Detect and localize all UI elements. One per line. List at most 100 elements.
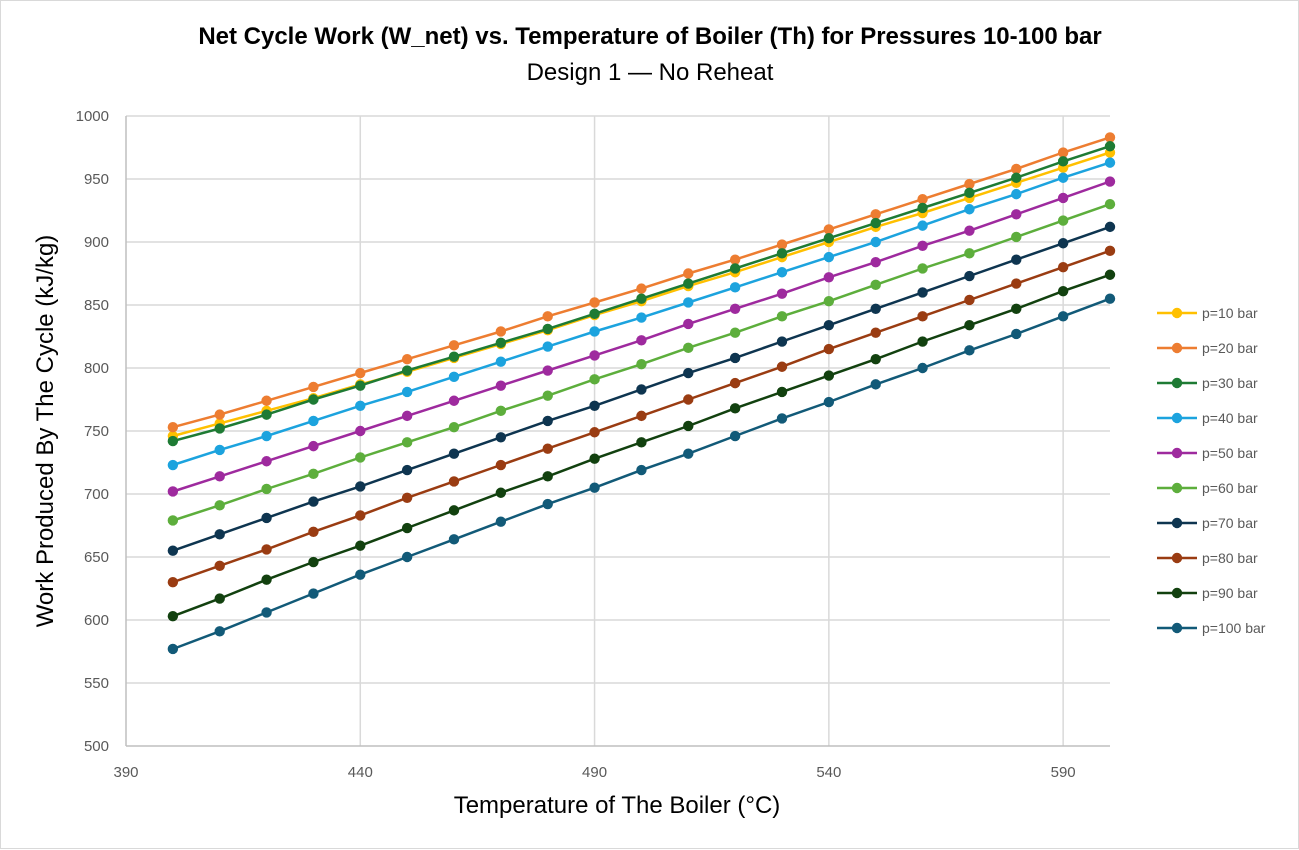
data-point (401, 386, 413, 398)
legend-item: p=40 bar (1157, 410, 1258, 426)
data-point (308, 415, 319, 427)
legend-marker (1171, 517, 1183, 529)
legend-item: p=50 bar (1157, 445, 1258, 461)
data-point (1057, 156, 1069, 167)
series-p-80-bar (167, 245, 1116, 588)
x-tick-label: 390 (113, 764, 138, 781)
data-point (401, 437, 413, 448)
data-point (589, 427, 600, 438)
data-point (542, 443, 553, 454)
data-point (1011, 278, 1022, 289)
data-point (776, 288, 788, 299)
legend-item: p=70 bar (1157, 515, 1258, 531)
data-point (776, 386, 788, 398)
data-point (1011, 163, 1022, 175)
data-point (495, 405, 507, 417)
data-point (1057, 262, 1069, 273)
data-point (683, 448, 694, 459)
data-point (729, 254, 741, 265)
series-p-100-bar (167, 293, 1116, 655)
data-point (214, 529, 225, 540)
data-point (823, 272, 835, 283)
data-point (448, 448, 460, 459)
data-point (683, 394, 694, 405)
data-point (1057, 285, 1069, 297)
data-point (1104, 221, 1116, 233)
data-point (776, 311, 788, 322)
legend-marker (1171, 307, 1183, 319)
legend-label: p=70 bar (1202, 515, 1258, 531)
data-point (683, 297, 694, 308)
data-point (167, 459, 179, 471)
data-point (870, 279, 881, 291)
data-point (261, 395, 272, 406)
data-point (261, 430, 272, 442)
gridlines (125, 115, 1110, 747)
data-point (448, 395, 460, 406)
data-point (401, 522, 413, 534)
data-point (495, 356, 507, 367)
data-point (261, 409, 272, 420)
data-point (308, 394, 319, 405)
data-point (729, 430, 741, 442)
data-point (917, 240, 928, 251)
data-point (683, 342, 694, 354)
series-p-90-bar (167, 269, 1116, 622)
data-point (542, 498, 553, 510)
y-tick-label: 850 (84, 297, 109, 314)
legend-label: p=100 bar (1202, 620, 1266, 636)
legend-item: p=10 bar (1157, 305, 1258, 321)
data-point (1011, 303, 1022, 314)
data-point (542, 365, 553, 376)
data-point (823, 224, 835, 235)
data-point (683, 420, 694, 432)
data-point (308, 556, 319, 568)
data-point (823, 319, 835, 331)
data-point (729, 327, 741, 338)
data-point (636, 464, 647, 476)
legend-marker (1171, 377, 1183, 389)
data-point (448, 340, 460, 351)
data-point (964, 319, 975, 331)
data-point (214, 409, 225, 420)
data-point (355, 510, 366, 521)
data-point (1104, 199, 1116, 210)
data-point (636, 384, 647, 395)
y-tick-label: 950 (84, 171, 109, 188)
legend-marker (1171, 552, 1183, 564)
data-point (823, 251, 835, 263)
data-point (167, 515, 179, 526)
data-point (776, 336, 788, 347)
data-point (214, 626, 225, 637)
chart-subtitle: Design 1 — No Reheat (527, 59, 774, 86)
data-point (167, 422, 179, 433)
data-point (495, 380, 507, 391)
data-point (823, 296, 835, 307)
data-point (964, 204, 975, 215)
data-point (355, 452, 366, 463)
axis-ticks: 500 550 600 650 700 750 800 850 900 950 1000 390 440… (76, 108, 1076, 781)
data-point (448, 422, 460, 433)
legend-marker (1171, 447, 1183, 459)
data-point (495, 459, 507, 471)
data-point (542, 415, 553, 427)
y-tick-label: 1000 (76, 108, 109, 125)
data-point (636, 312, 647, 323)
data-point (964, 248, 975, 259)
data-point (1057, 238, 1069, 249)
data-point (448, 351, 460, 362)
series-p-60-bar (167, 199, 1116, 526)
data-point (964, 270, 975, 282)
data-point (355, 540, 366, 551)
data-point (729, 377, 741, 389)
data-point (589, 326, 600, 337)
data-point (542, 341, 553, 352)
x-tick-label: 540 (816, 764, 841, 781)
data-point (776, 239, 788, 250)
data-point (870, 303, 881, 314)
data-point (870, 236, 881, 248)
data-point (401, 353, 413, 365)
x-axis-label: Temperature of The Boiler (°C) (454, 792, 781, 819)
data-point (870, 353, 881, 365)
data-point (823, 396, 835, 408)
